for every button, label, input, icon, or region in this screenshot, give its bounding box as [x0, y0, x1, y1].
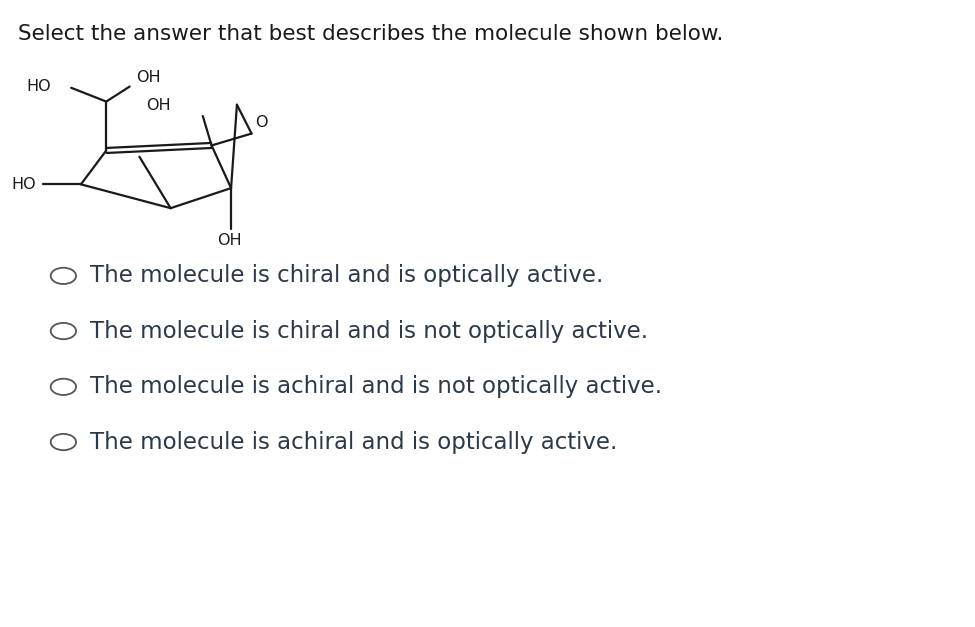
Text: The molecule is chiral and is optically active.: The molecule is chiral and is optically …: [90, 265, 604, 287]
Text: HO: HO: [26, 79, 51, 94]
Text: The molecule is achiral and is optically active.: The molecule is achiral and is optically…: [90, 431, 617, 453]
Text: OH: OH: [136, 70, 161, 85]
Text: OH: OH: [216, 233, 242, 248]
Text: O: O: [255, 115, 268, 130]
Text: The molecule is achiral and is not optically active.: The molecule is achiral and is not optic…: [90, 376, 662, 398]
Text: HO: HO: [12, 177, 36, 192]
Text: Select the answer that best describes the molecule shown below.: Select the answer that best describes th…: [18, 24, 722, 44]
Text: The molecule is chiral and is not optically active.: The molecule is chiral and is not optica…: [90, 320, 647, 342]
Text: OH: OH: [146, 98, 171, 113]
